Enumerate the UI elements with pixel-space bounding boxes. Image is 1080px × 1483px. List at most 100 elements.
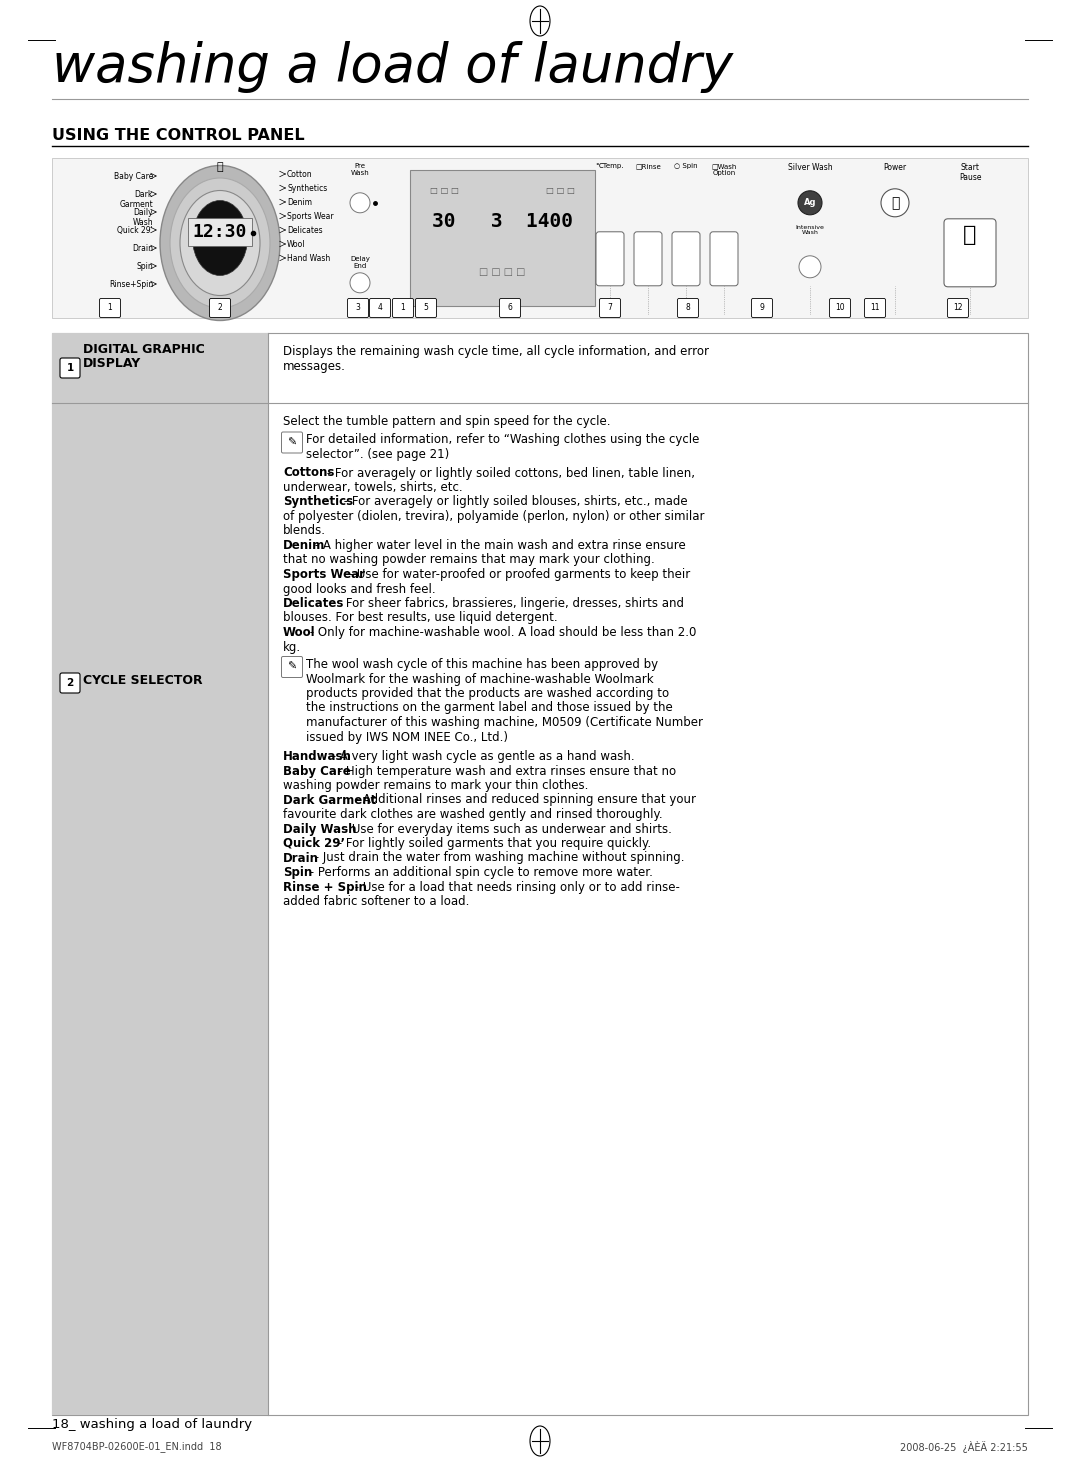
Text: Handwash: Handwash <box>283 750 352 762</box>
Bar <box>52 159 1028 317</box>
Text: 12:30: 12:30 <box>193 222 247 242</box>
Text: Rinse + Spin: Rinse + Spin <box>283 881 367 893</box>
Text: 6: 6 <box>508 304 512 313</box>
Text: 5: 5 <box>423 304 429 313</box>
Text: 7: 7 <box>608 304 612 313</box>
Text: ✎: ✎ <box>287 437 297 448</box>
Text: - For lightly soiled garments that you require quickly.: - For lightly soiled garments that you r… <box>334 836 651 850</box>
Text: washing powder remains to mark your thin clothes.: washing powder remains to mark your thin… <box>283 779 589 792</box>
Text: Synthetics: Synthetics <box>283 495 353 509</box>
Text: Woolmark for the washing of machine-washable Woolmark: Woolmark for the washing of machine-wash… <box>306 672 653 685</box>
Text: Power: Power <box>883 163 906 172</box>
Text: 2: 2 <box>66 678 73 688</box>
FancyBboxPatch shape <box>282 432 302 452</box>
Text: □ □ □: □ □ □ <box>546 185 575 194</box>
Text: 10: 10 <box>835 304 845 313</box>
Text: 1: 1 <box>66 363 73 374</box>
Text: Denim: Denim <box>283 538 325 552</box>
Text: favourite dark clothes are washed gently and rinsed thoroughly.: favourite dark clothes are washed gently… <box>283 808 663 822</box>
Text: - For averagely or lightly soiled blouses, shirts, etc., made: - For averagely or lightly soiled blouse… <box>339 495 687 509</box>
Text: The wool wash cycle of this machine has been approved by: The wool wash cycle of this machine has … <box>306 658 658 670</box>
Text: that no washing powder remains that may mark your clothing.: that no washing powder remains that may … <box>283 553 654 567</box>
Text: selector”. (see page 21): selector”. (see page 21) <box>306 448 449 461</box>
Text: Silver Wash: Silver Wash <box>787 163 833 172</box>
Ellipse shape <box>170 178 270 308</box>
Text: 30   3  1400: 30 3 1400 <box>432 212 573 231</box>
Text: added fabric softener to a load.: added fabric softener to a load. <box>283 896 470 908</box>
Circle shape <box>881 188 909 217</box>
Bar <box>52 334 268 1415</box>
Text: Start
Pause: Start Pause <box>959 163 982 182</box>
Text: - A higher water level in the main wash and extra rinse ensure: - A higher water level in the main wash … <box>311 538 686 552</box>
FancyBboxPatch shape <box>99 298 121 317</box>
Text: Select the tumble pattern and spin speed for the cycle.: Select the tumble pattern and spin speed… <box>283 415 610 429</box>
Text: - Just drain the water from washing machine without spinning.: - Just drain the water from washing mach… <box>311 851 685 865</box>
Bar <box>52 334 1028 1415</box>
Ellipse shape <box>192 200 247 276</box>
Text: 2: 2 <box>218 304 222 313</box>
Text: Quick 29': Quick 29' <box>118 225 153 234</box>
Text: - High temperature wash and extra rinses ensure that no: - High temperature wash and extra rinses… <box>334 765 676 777</box>
Text: - Use for water-proofed or proofed garments to keep their: - Use for water-proofed or proofed garme… <box>346 568 690 581</box>
Text: Cottons: Cottons <box>283 467 335 479</box>
Text: □Rinse: □Rinse <box>635 163 661 169</box>
Text: Daily
Wash: Daily Wash <box>133 208 153 227</box>
Text: DIGITAL GRAPHIC: DIGITAL GRAPHIC <box>83 343 205 356</box>
FancyBboxPatch shape <box>672 231 700 286</box>
Text: 1: 1 <box>401 304 405 313</box>
Text: underwear, towels, shirts, etc.: underwear, towels, shirts, etc. <box>283 480 462 494</box>
Text: - For averagely or lightly soiled cottons, bed linen, table linen,: - For averagely or lightly soiled cotton… <box>323 467 694 479</box>
Text: Synthetics: Synthetics <box>287 184 327 193</box>
FancyBboxPatch shape <box>710 231 738 286</box>
Text: 2008-06-25  ¿ÀÈÄ 2:21:55: 2008-06-25 ¿ÀÈÄ 2:21:55 <box>900 1441 1028 1453</box>
Text: Sports Wear: Sports Wear <box>283 568 365 581</box>
Text: Intensive
Wash: Intensive Wash <box>796 224 824 236</box>
Text: 8: 8 <box>686 304 690 313</box>
FancyBboxPatch shape <box>60 673 80 693</box>
FancyBboxPatch shape <box>944 219 996 286</box>
Text: CYCLE SELECTOR: CYCLE SELECTOR <box>83 675 203 688</box>
FancyBboxPatch shape <box>369 298 391 317</box>
Text: the instructions on the garment label and those issued by the: the instructions on the garment label an… <box>306 701 673 715</box>
Text: Pre
Wash: Pre Wash <box>351 163 369 176</box>
Text: 9: 9 <box>759 304 765 313</box>
Text: USING THE CONTROL PANEL: USING THE CONTROL PANEL <box>52 128 305 142</box>
Circle shape <box>350 273 370 292</box>
Text: Denim: Denim <box>287 199 312 208</box>
FancyBboxPatch shape <box>416 298 436 317</box>
Text: messages.: messages. <box>283 360 346 374</box>
Text: Cotton: Cotton <box>287 171 312 179</box>
Text: Drain: Drain <box>132 245 153 254</box>
Text: Delicates: Delicates <box>287 225 323 234</box>
Circle shape <box>798 191 822 215</box>
Text: Dark Garment: Dark Garment <box>283 793 376 807</box>
Text: - Performs an additional spin cycle to remove more water.: - Performs an additional spin cycle to r… <box>306 866 652 879</box>
Text: ⌚: ⌚ <box>217 162 224 172</box>
Text: of polyester (diolen, trevira), polyamide (perlon, nylon) or other similar: of polyester (diolen, trevira), polyamid… <box>283 510 704 523</box>
Ellipse shape <box>160 166 280 320</box>
Text: □ □ □: □ □ □ <box>430 185 459 194</box>
Text: Hand Wash: Hand Wash <box>287 254 330 262</box>
Text: good looks and fresh feel.: good looks and fresh feel. <box>283 583 435 596</box>
Text: 12: 12 <box>954 304 962 313</box>
FancyBboxPatch shape <box>864 298 886 317</box>
Text: □Wash
Option: □Wash Option <box>712 163 737 176</box>
FancyBboxPatch shape <box>210 298 230 317</box>
Text: 4: 4 <box>378 304 382 313</box>
Text: manufacturer of this washing machine, M0509 (Certificate Number: manufacturer of this washing machine, M0… <box>306 716 703 730</box>
FancyBboxPatch shape <box>282 657 302 678</box>
Text: Wool: Wool <box>283 626 315 639</box>
Text: DISPLAY: DISPLAY <box>83 357 141 369</box>
Text: Daily Wash: Daily Wash <box>283 823 356 835</box>
Ellipse shape <box>180 190 260 295</box>
Text: WF8704BP-02600E-01_EN.indd  18: WF8704BP-02600E-01_EN.indd 18 <box>52 1441 221 1452</box>
Text: Dark
Garment: Dark Garment <box>119 190 153 209</box>
Text: 18_ washing a load of laundry: 18_ washing a load of laundry <box>52 1418 252 1431</box>
Text: issued by IWS NOM INEE Co., Ltd.): issued by IWS NOM INEE Co., Ltd.) <box>306 731 508 743</box>
Text: Wool: Wool <box>287 240 306 249</box>
Bar <box>188 218 252 246</box>
FancyBboxPatch shape <box>348 298 368 317</box>
FancyBboxPatch shape <box>752 298 772 317</box>
Circle shape <box>799 255 821 277</box>
FancyBboxPatch shape <box>499 298 521 317</box>
